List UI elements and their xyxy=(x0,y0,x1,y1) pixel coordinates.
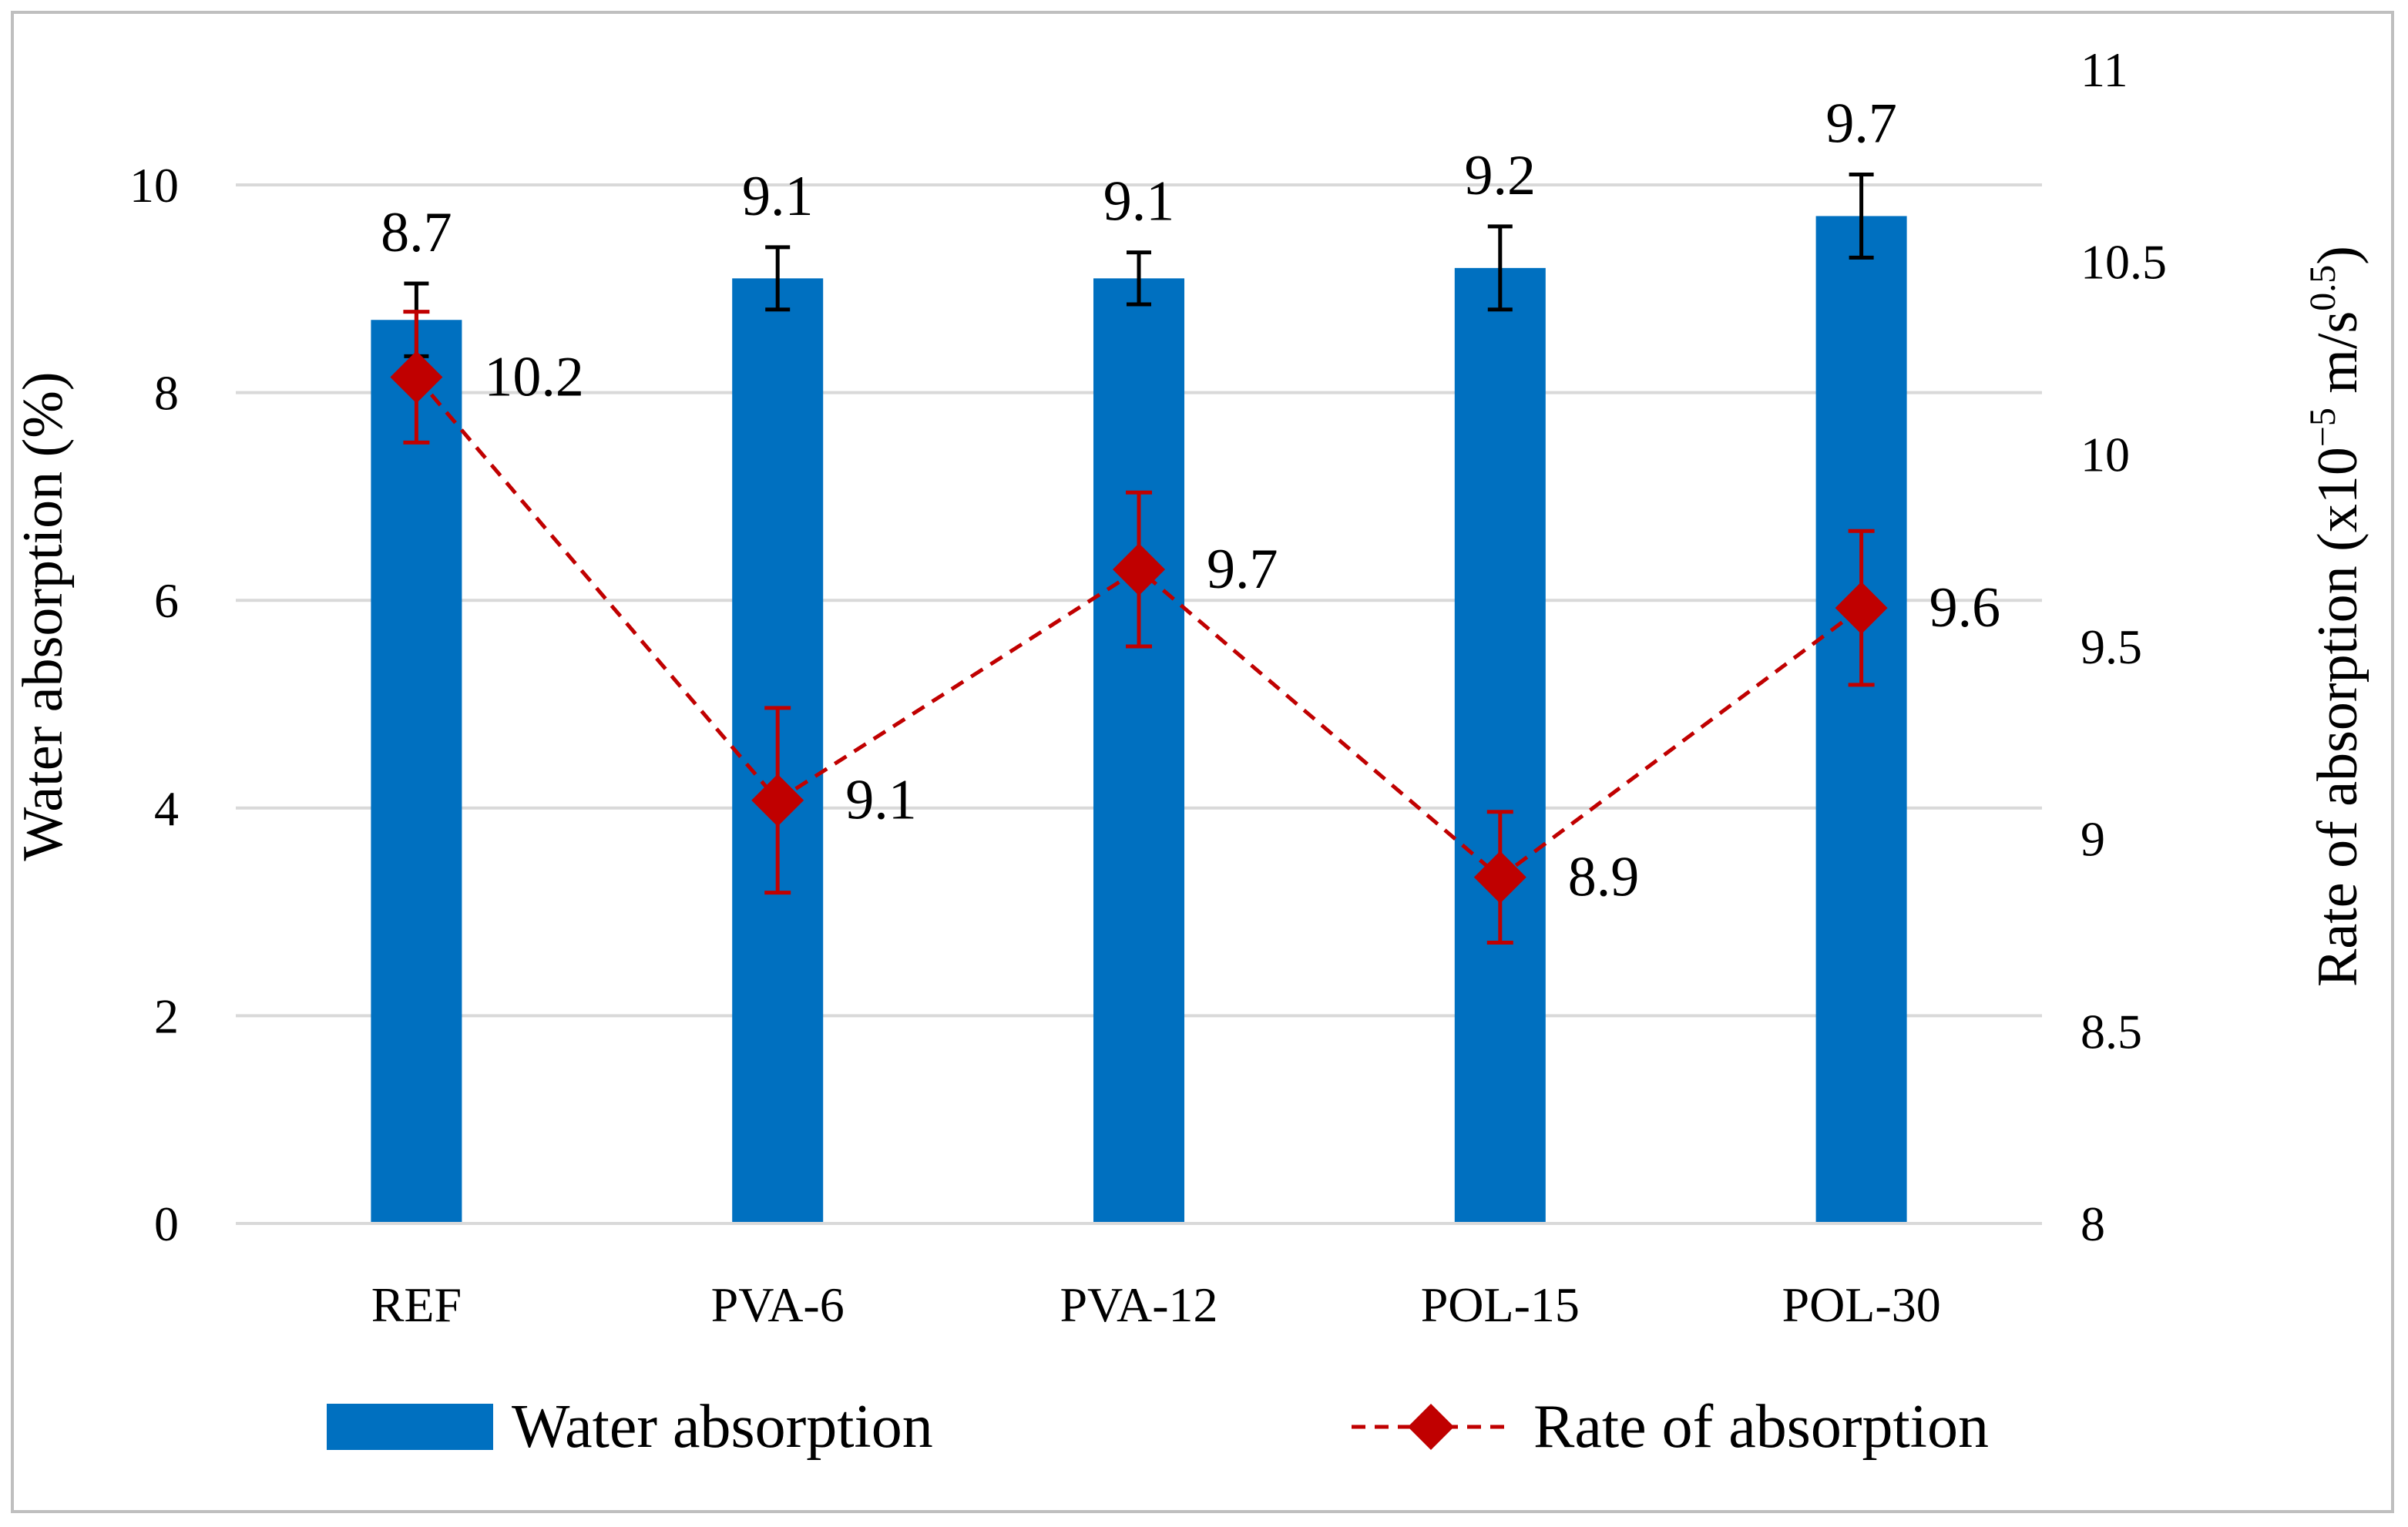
y-left-tick-label: 4 xyxy=(154,781,179,836)
y-right-tick-label: 10 xyxy=(2081,427,2130,482)
y-axis-left-title: Water absorption (%) xyxy=(12,371,75,861)
y-left-tick-label: 0 xyxy=(154,1196,179,1251)
bar xyxy=(371,320,462,1223)
y-axis-right-title-end: ) xyxy=(2306,246,2369,265)
line-data-label: 9.1 xyxy=(845,769,917,832)
line-data-label: 9.6 xyxy=(1929,576,2001,639)
y-axis-right-title-exp1: −5 xyxy=(2302,408,2343,447)
y-axis-right-title-mid: m/s xyxy=(2306,311,2369,408)
bar-data-label: 9.7 xyxy=(1825,92,1897,156)
line-path xyxy=(415,375,1863,880)
bar xyxy=(1454,267,1546,1224)
line-marker xyxy=(390,351,443,404)
axes: 0 2 4 6 8 10 8 8.5 9 9.5 10 10.5 11 REF PVA-6 PVA-12 POL… xyxy=(129,42,2167,1332)
y-left-tick-label: 2 xyxy=(154,988,179,1043)
y-right-tick-label: 8.5 xyxy=(2081,1004,2142,1059)
x-tick-label: PVA-6 xyxy=(711,1277,845,1332)
bar-data-label: 9.2 xyxy=(1465,144,1536,207)
line-data-label: 9.7 xyxy=(1207,538,1278,601)
line-marker xyxy=(751,774,804,827)
bar-data-label: 9.1 xyxy=(742,165,814,228)
y-right-tick-label: 9 xyxy=(2081,812,2105,867)
bar-data-label: 9.1 xyxy=(1103,170,1175,233)
x-tick-label: PVA-12 xyxy=(1060,1277,1217,1332)
line-data-label: 8.9 xyxy=(1568,846,1640,909)
bar-data-label: 8.7 xyxy=(381,201,452,264)
y-axis-right-title-exp2: 0.5 xyxy=(2302,265,2343,311)
line-marker xyxy=(1473,851,1526,904)
legend-label-rate-of-absorption: Rate of absorption xyxy=(1533,1393,1989,1461)
line-series xyxy=(390,310,1888,945)
data-labels: 8.7 9.1 9.1 9.2 9.7 10.2 9.1 9.7 8.9 9.6 xyxy=(381,92,2000,909)
bar xyxy=(1093,278,1184,1223)
legend-label-water-absorption: Water absorption xyxy=(512,1393,933,1461)
bar-series xyxy=(371,216,1907,1224)
legend: Water absorption Rate of absorption xyxy=(327,1393,1989,1461)
line-marker xyxy=(1113,543,1165,596)
x-tick-label: POL-30 xyxy=(1782,1277,1940,1332)
y-right-tick-label: 8 xyxy=(2081,1196,2105,1251)
x-tick-label: POL-15 xyxy=(1421,1277,1580,1332)
y-right-tick-label: 10.5 xyxy=(2081,235,2167,290)
y-axis-right-title-main: Rate of absorption (x10 xyxy=(2306,447,2369,987)
bar xyxy=(1815,216,1907,1224)
legend-marker-rate-of-absorption xyxy=(1408,1404,1454,1450)
y-right-tick-label: 9.5 xyxy=(2081,619,2142,674)
legend-swatch-water-absorption xyxy=(327,1404,493,1450)
x-tick-label: REF xyxy=(371,1277,462,1332)
line-data-label: 10.2 xyxy=(484,345,584,408)
y-left-tick-label: 8 xyxy=(154,366,179,421)
y-axis-right-title: Rate of absorption (x10−5 m/s0.5) xyxy=(2302,246,2369,987)
y-left-tick-label: 6 xyxy=(154,573,179,628)
line-marker xyxy=(1835,582,1888,635)
y-left-tick-label: 10 xyxy=(129,158,179,213)
y-right-tick-label: 11 xyxy=(2081,42,2128,97)
